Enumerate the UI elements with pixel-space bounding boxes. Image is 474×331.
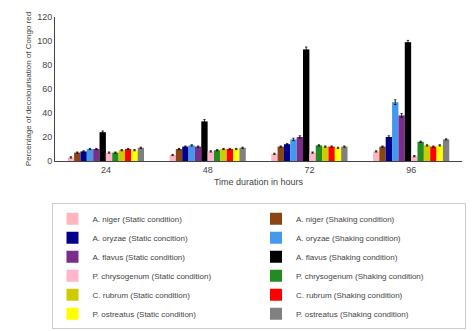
svg-text:96: 96	[406, 165, 416, 175]
svg-text:0: 0	[47, 156, 52, 166]
svg-text:P. chrysogenum (Shaking condit: P. chrysogenum (Shaking condition)	[296, 272, 424, 281]
svg-text:C. rubrum (Static condition): C. rubrum (Static condition)	[93, 291, 191, 300]
svg-text:P. chrysogenum (Static conditi: P. chrysogenum (Static condition)	[93, 272, 212, 281]
svg-text:24: 24	[101, 165, 111, 175]
svg-text:120: 120	[37, 12, 52, 22]
svg-text:40: 40	[42, 108, 52, 118]
svg-text:48: 48	[203, 165, 213, 175]
svg-text:60: 60	[42, 84, 52, 94]
svg-text:Percentage of decolourisation: Percentage of decolourisation of Congo r…	[24, 12, 33, 166]
svg-text:A. oryzae (Shaking condition): A. oryzae (Shaking condition)	[296, 234, 401, 243]
svg-text:A. flavus (Static condition): A. flavus (Static condition)	[93, 253, 186, 262]
svg-text:C. rubrum (Shaking condition): C. rubrum (Shaking condition)	[296, 291, 403, 300]
svg-text:Time duration in hours: Time duration in hours	[214, 177, 304, 187]
svg-text:80: 80	[42, 60, 52, 70]
svg-text:A. oryzae (Static concition): A. oryzae (Static concition)	[93, 234, 188, 243]
svg-text:P. ostreatus (Shaking conditio: P. ostreatus (Shaking condition)	[296, 310, 409, 319]
svg-text:72: 72	[304, 165, 314, 175]
svg-text:A. niger (Shaking condition): A. niger (Shaking condition)	[296, 215, 395, 224]
svg-text:P. ostreatus (Static condition: P. ostreatus (Static condition)	[93, 310, 197, 319]
svg-text:20: 20	[42, 132, 52, 142]
svg-text:100: 100	[37, 36, 52, 46]
svg-text:A. flavus (Shaking condition): A. flavus (Shaking condition)	[296, 253, 398, 262]
svg-text:A. niger (Static condition): A. niger (Static condition)	[93, 215, 183, 224]
